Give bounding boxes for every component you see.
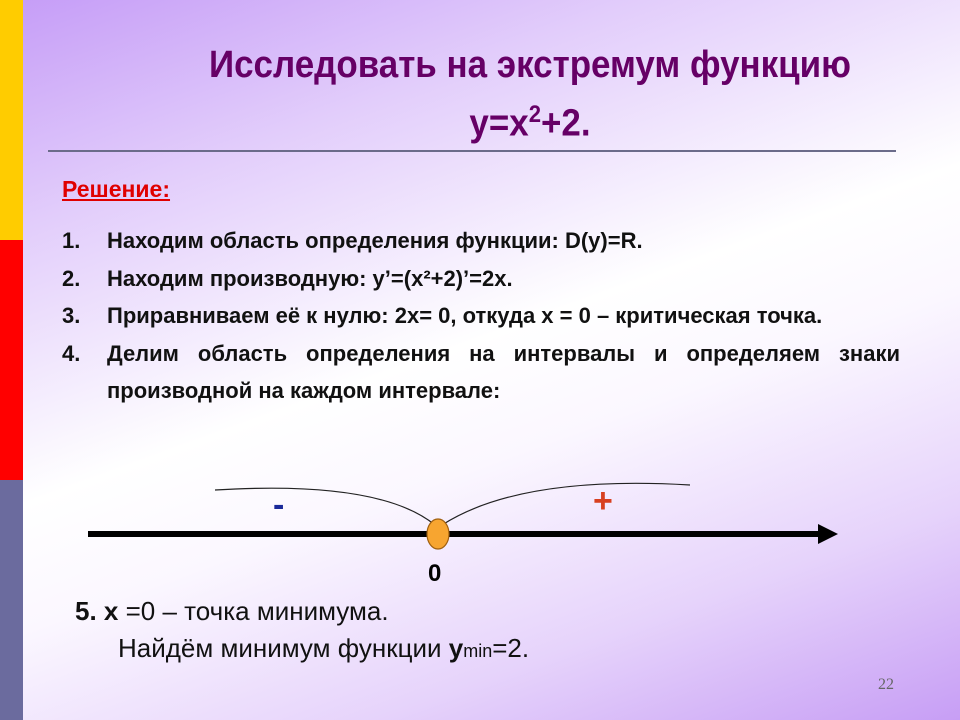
title-line-2: y=x2+2. bbox=[134, 90, 925, 149]
step-5: 5. x =0 – точка минимума. bbox=[75, 596, 389, 627]
minimum-line: Найдём минимум функции ymin=2. bbox=[118, 633, 529, 664]
page-number: 22 bbox=[878, 676, 894, 693]
step-5-text: =0 – точка минимума. bbox=[118, 596, 389, 626]
list-item: 4. Делим область определения на интервалы… bbox=[62, 335, 900, 410]
step-5-number: 5. x bbox=[75, 596, 119, 626]
arrow-head-icon bbox=[818, 524, 838, 544]
right-arc bbox=[441, 482, 691, 526]
divider bbox=[48, 150, 896, 152]
item-text: Находим производную: y’=(x²+2)’=2x. bbox=[107, 265, 513, 291]
item-number: 4. bbox=[62, 340, 81, 366]
accent-bar-red bbox=[0, 240, 23, 480]
list-item: 2. Находим производную: y’=(x²+2)’=2x. bbox=[62, 260, 900, 298]
steps-list: 1. Находим область определения функции: D… bbox=[62, 222, 900, 410]
critical-point bbox=[426, 518, 450, 550]
minimum-text: Найдём минимум функции bbox=[118, 633, 449, 663]
title-exponent: 2 bbox=[528, 101, 542, 128]
left-arc bbox=[214, 487, 436, 526]
plus-sign: + bbox=[593, 482, 613, 520]
item-number: 1. bbox=[62, 228, 81, 253]
item-number: 2. bbox=[62, 265, 81, 291]
minus-sign: - bbox=[273, 486, 284, 524]
title-formula: y=x bbox=[469, 102, 529, 145]
accent-bar-yellow bbox=[0, 0, 23, 240]
list-item: 3. Приравниваем её к нулю: 2x= 0, откуда … bbox=[62, 297, 900, 335]
minimum-value: =2. bbox=[492, 633, 530, 663]
list-item: 1. Находим область определения функции: D… bbox=[62, 222, 900, 260]
item-number: 3. bbox=[62, 303, 81, 328]
slide-title: Исследовать на экстремум функцию y=x2+2. bbox=[134, 40, 925, 149]
accent-bar-blue bbox=[0, 480, 23, 720]
item-text: Делим область определения на интервалы и… bbox=[107, 340, 900, 404]
point-label: 0 bbox=[428, 560, 442, 587]
min-subscript: min bbox=[463, 641, 493, 661]
item-text: Находим область определения функции: D(y… bbox=[107, 228, 643, 253]
number-line-diagram: - + bbox=[88, 482, 838, 550]
title-line-1: Исследовать на экстремум функцию bbox=[208, 44, 852, 86]
item-text: Приравниваем её к нулю: 2x= 0, откуда x … bbox=[107, 303, 823, 328]
title-formula-end: +2. bbox=[541, 102, 591, 145]
y-symbol: y bbox=[448, 633, 464, 663]
solution-label: Решение: bbox=[62, 176, 171, 202]
